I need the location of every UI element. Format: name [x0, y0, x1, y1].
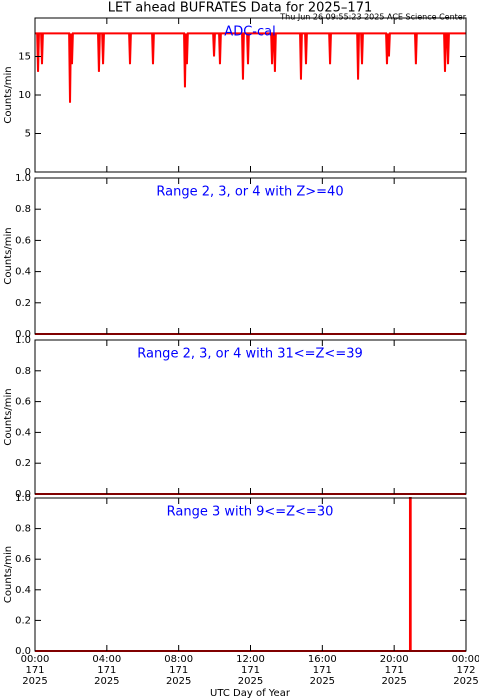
- x-tick-day: 172: [456, 665, 475, 676]
- y-tick-label: 0.8: [15, 204, 31, 215]
- x-axis-label: UTC Day of Year: [210, 688, 291, 699]
- y-tick-label: 0.6: [15, 554, 31, 565]
- x-tick-day: 171: [385, 665, 404, 676]
- panel-title: Range 3 with 9<=Z<=30: [167, 505, 334, 520]
- x-tick-year: 2025: [453, 676, 478, 687]
- y-tick-label: 10: [18, 90, 31, 101]
- y-tick-label: 0.2: [15, 615, 31, 626]
- y-tick-label: 0.2: [15, 458, 31, 469]
- page-title: LET ahead BUFRATES Data for 2025–171: [108, 1, 373, 16]
- x-tick-label: 00:00: [452, 654, 479, 665]
- y-tick-label: 1.0: [15, 335, 31, 346]
- x-tick-label: 16:00: [308, 654, 337, 665]
- x-tick-day: 171: [241, 665, 260, 676]
- x-tick-year: 2025: [166, 676, 191, 687]
- x-tick-day: 171: [169, 665, 188, 676]
- x-tick-day: 171: [97, 665, 116, 676]
- panel-frame: [34, 177, 467, 335]
- y-axis-label: Counts/min: [3, 66, 14, 123]
- x-tick-day: 171: [25, 665, 44, 676]
- x-tick-year: 2025: [94, 676, 119, 687]
- y-tick-label: 0.4: [15, 585, 31, 596]
- y-tick-label: 0.4: [15, 267, 31, 278]
- y-tick-label: 0.6: [15, 235, 31, 246]
- y-axis-label: Counts/min: [3, 546, 14, 603]
- y-tick-label: 1.0: [15, 173, 31, 184]
- y-tick-label: 0.8: [15, 366, 31, 377]
- x-tick-label: 04:00: [92, 654, 121, 665]
- panel-title: Range 2, 3, or 4 with Z>=40: [156, 185, 343, 200]
- x-tick-label: 12:00: [236, 654, 265, 665]
- y-tick-label: 1.0: [15, 493, 31, 504]
- y-axis-label: Counts/min: [3, 227, 14, 284]
- y-tick-label: 5: [25, 129, 31, 140]
- x-tick-year: 2025: [22, 676, 47, 687]
- y-tick-label: 0.2: [15, 298, 31, 309]
- x-tick-year: 2025: [238, 676, 263, 687]
- data-line: [35, 32, 466, 103]
- x-tick-label: 00:00: [21, 654, 50, 665]
- x-tick-year: 2025: [310, 676, 335, 687]
- x-tick-label: 20:00: [380, 654, 409, 665]
- x-tick-day: 171: [313, 665, 332, 676]
- y-tick-label: 0.8: [15, 524, 31, 535]
- y-tick-label: 0.6: [15, 397, 31, 408]
- panel-title: ADC-cal: [224, 25, 275, 40]
- panel-frame: [34, 339, 467, 495]
- y-tick-label: 0.0: [15, 489, 31, 500]
- x-tick-label: 08:00: [164, 654, 193, 665]
- y-tick-label: 0.4: [15, 427, 31, 438]
- y-tick-label: 0: [25, 167, 31, 178]
- y-tick-label: 0.0: [15, 329, 31, 340]
- y-axis-label: Counts/min: [3, 388, 14, 445]
- y-tick-label: 0.0: [15, 646, 31, 657]
- data-line: [35, 497, 466, 652]
- panel-title: Range 2, 3, or 4 with 31<=Z<=39: [137, 347, 363, 362]
- y-tick-label: 15: [18, 52, 31, 63]
- panel-frame: [34, 497, 467, 652]
- x-tick-year: 2025: [381, 676, 406, 687]
- timestamp: Thu Jun 26 09:55:23 2025 ACE Science Cen…: [279, 13, 466, 22]
